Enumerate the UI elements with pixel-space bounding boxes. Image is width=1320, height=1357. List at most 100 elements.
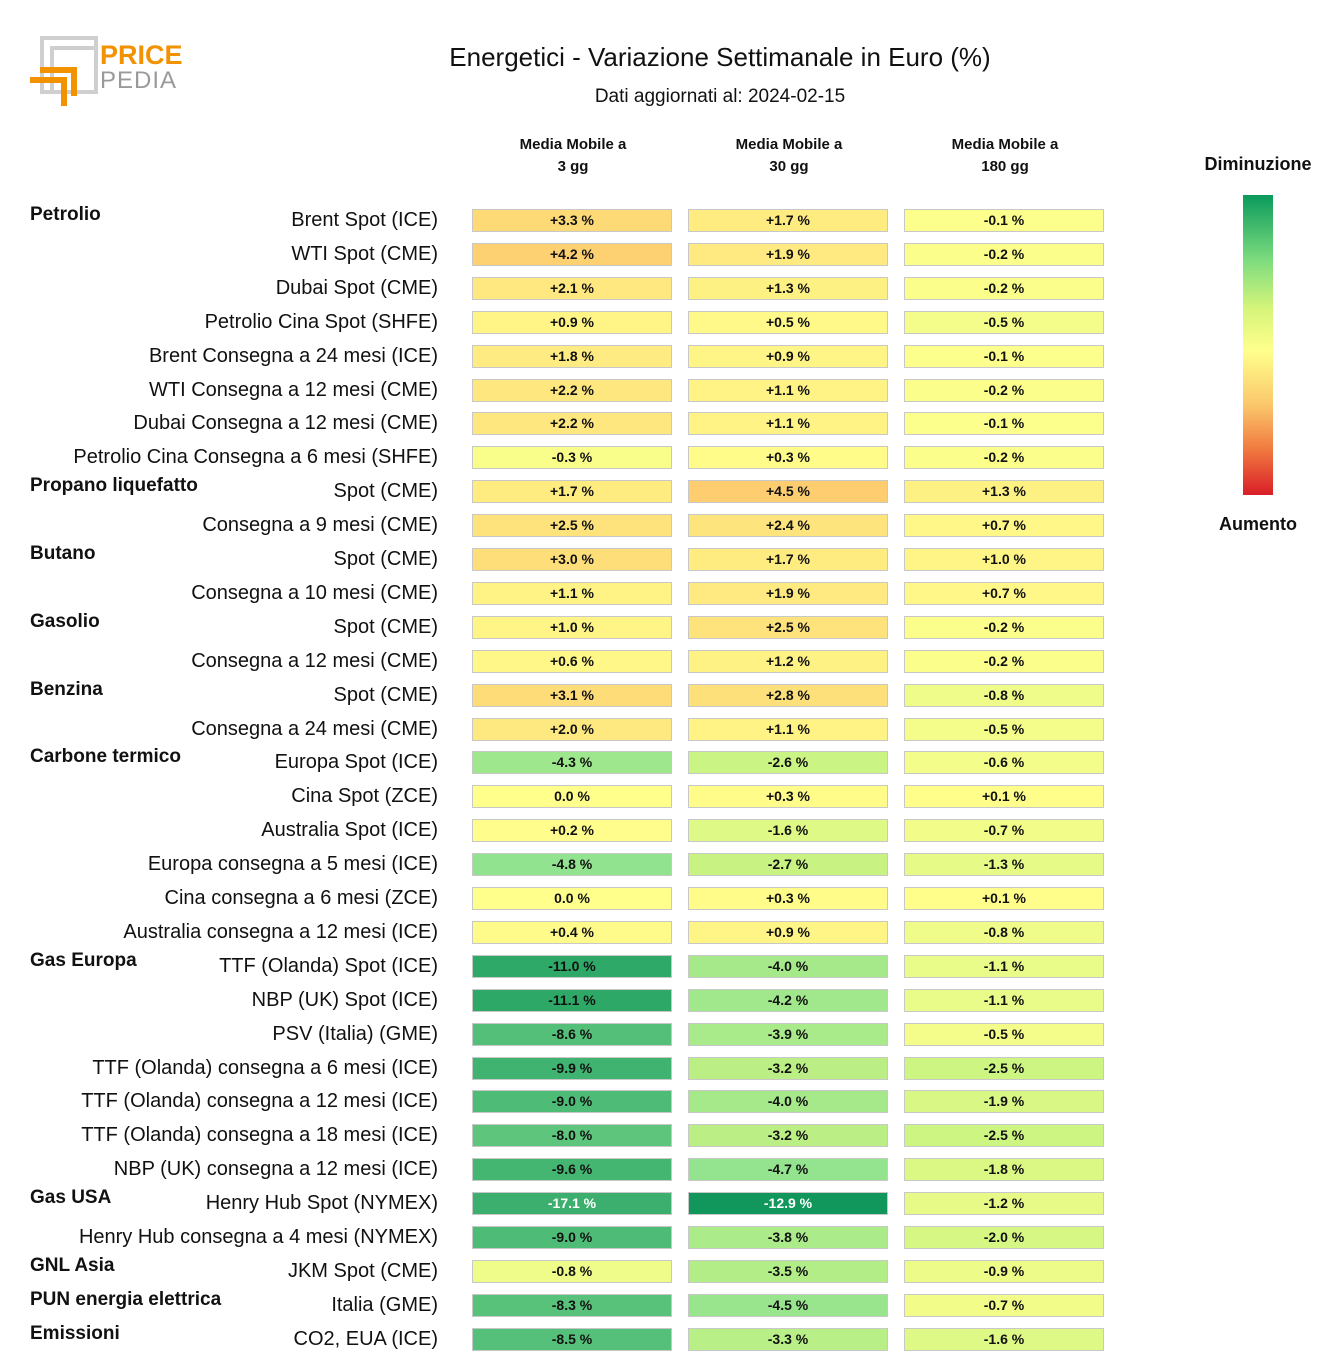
heatmap-cell: +1.0 % (472, 615, 672, 639)
column-header: Media Mobile a 3 gg (472, 134, 674, 178)
heatmap-cell: +4.5 % (688, 480, 888, 504)
heatmap-cell: +1.0 % (904, 548, 1104, 571)
heatmap-cell: -0.5 % (904, 1022, 1104, 1046)
row-label: WTI Consegna a 12 mesi (CME) (149, 378, 438, 401)
heatmap-cell: -1.1 % (904, 954, 1104, 978)
heatmap-cell: +1.7 % (688, 548, 888, 571)
group-label: Benzina (30, 678, 103, 700)
heatmap-cell: -0.1 % (904, 209, 1104, 232)
row-label: NBP (UK) Spot (ICE) (251, 988, 438, 1011)
heatmap-cell: +2.5 % (472, 514, 672, 538)
heatmap-cell: -0.7 % (904, 819, 1104, 843)
heatmap-cell: -0.8 % (904, 920, 1104, 944)
color-scale-bar (1243, 195, 1273, 495)
heatmap-cell: -4.3 % (472, 751, 672, 775)
row-label: JKM Spot (CME) (287, 1259, 438, 1282)
heatmap-cell: +1.7 % (472, 480, 672, 504)
heatmap-cell: -0.8 % (472, 1259, 672, 1283)
row-label: Dubai Spot (CME) (275, 276, 438, 299)
row-label: Henry Hub Spot (NYMEX) (205, 1192, 438, 1215)
row-label: TTF (Olanda) consegna a 12 mesi (ICE) (81, 1090, 438, 1113)
heatmap-cell: -17.1 % (472, 1192, 672, 1216)
heatmap-cell: -11.0 % (472, 954, 672, 978)
heatmap-cell: -0.8 % (904, 683, 1104, 707)
heatmap-cell: +2.4 % (688, 514, 888, 538)
group-label: Carbone termico (30, 746, 181, 768)
heatmap-cell: +0.4 % (472, 920, 672, 944)
legend-label-bottom: Aumento (1219, 514, 1297, 534)
row-label: Petrolio Cina Consegna a 6 mesi (SHFE) (73, 446, 438, 469)
heatmap-cell: -12.9 % (688, 1192, 888, 1216)
column-header-line: Media Mobile a (951, 136, 1059, 153)
heatmap-cell: +0.9 % (688, 920, 888, 944)
group-label: Butano (30, 543, 96, 564)
heatmap-cell: +1.7 % (688, 209, 888, 232)
heatmap-cell: +2.1 % (472, 276, 672, 300)
heatmap-cell: -4.0 % (688, 954, 888, 978)
heatmap-cell: +0.1 % (904, 785, 1104, 809)
logo-text-price: PRICE (100, 40, 183, 70)
heatmap-cell: -1.6 % (688, 819, 888, 843)
heatmap-cell: -0.6 % (904, 751, 1104, 775)
heatmap-cell: 0.0 % (472, 887, 672, 910)
row-label: WTI Spot (CME) (291, 242, 438, 265)
row-label: Brent Consegna a 24 mesi (ICE) (148, 344, 438, 367)
row-label: Italia (GME) (331, 1293, 438, 1316)
heatmap-cell: +4.2 % (472, 242, 672, 266)
column-header-line: 3 gg (557, 158, 589, 175)
row-label: Cina Spot (ZCE) (291, 785, 438, 808)
group-label: GNL Asia (30, 1254, 115, 1276)
column-header-line: 30 gg (769, 158, 809, 175)
heatmap-cell: +3.3 % (472, 209, 672, 232)
heatmap-cell: -2.5 % (904, 1124, 1104, 1148)
row-label: Spot (CME) (333, 480, 438, 503)
row-label: TTF (Olanda) Spot (ICE) (219, 954, 438, 977)
row-label: NBP (UK) consegna a 12 mesi (ICE) (113, 1158, 438, 1181)
heatmap-cell: +0.6 % (472, 649, 672, 673)
heatmap-cell: -2.7 % (688, 853, 888, 877)
row-label: Consegna a 24 mesi (CME) (191, 717, 438, 740)
heatmap-cell: +2.2 % (472, 378, 672, 402)
heatmap-cell: -3.2 % (688, 1056, 888, 1080)
chart-title: Energetici - Variazione Settimanale in E… (449, 42, 991, 72)
heatmap-cell: +0.2 % (472, 819, 672, 843)
heatmap-cell: +1.8 % (472, 344, 672, 368)
heatmap-cell: -2.5 % (904, 1056, 1104, 1080)
heatmap-cell: -4.0 % (688, 1090, 888, 1114)
heatmap-cell: +1.1 % (472, 581, 672, 605)
heatmap-cell: +2.8 % (688, 683, 888, 707)
heatmap-cell: +0.3 % (688, 887, 888, 910)
heatmap-cell: -0.2 % (904, 615, 1104, 639)
heatmap-cell: -4.8 % (472, 853, 672, 877)
row-label: Consegna a 10 mesi (CME) (191, 581, 438, 604)
heatmap-cell: +0.1 % (904, 887, 1104, 910)
heatmap-cell: +1.1 % (688, 378, 888, 402)
row-label: PSV (Italia) (GME) (272, 1022, 438, 1045)
heatmap-cell: -1.3 % (904, 853, 1104, 877)
heatmap-cell: +2.2 % (472, 412, 672, 436)
heatmap-cell: +2.0 % (472, 717, 672, 741)
heatmap-cell: -3.3 % (688, 1327, 888, 1351)
heatmap-cell: +1.9 % (688, 242, 888, 266)
legend-label-top: Diminuzione (1204, 154, 1312, 174)
heatmap-cell: -8.6 % (472, 1022, 672, 1046)
heatmap-cell: -3.5 % (688, 1259, 888, 1283)
row-label: Spot (CME) (333, 548, 438, 570)
heatmap-cell: -9.9 % (472, 1056, 672, 1080)
heatmap-cell: -3.8 % (688, 1226, 888, 1249)
heatmap-cell: +1.2 % (688, 649, 888, 673)
group-label: Gas Europa (30, 949, 137, 971)
heatmap-cell: -2.6 % (688, 751, 888, 775)
heatmap-cell: -8.5 % (472, 1327, 672, 1351)
heatmap-cell: -8.3 % (472, 1293, 672, 1317)
heatmap-cell: -1.6 % (904, 1327, 1104, 1351)
heatmap-cell: +0.9 % (688, 344, 888, 368)
heatmap-cell: +0.5 % (688, 310, 888, 334)
heatmap-cell: +1.1 % (688, 412, 888, 436)
heatmap-cell: -0.7 % (904, 1293, 1104, 1317)
heatmap-cell: -4.5 % (688, 1293, 888, 1317)
group-label: Gas USA (30, 1187, 112, 1209)
row-label: Australia Spot (ICE) (261, 819, 438, 842)
heatmap-cell: -9.0 % (472, 1090, 672, 1114)
heatmap-cell: -3.9 % (688, 1022, 888, 1046)
